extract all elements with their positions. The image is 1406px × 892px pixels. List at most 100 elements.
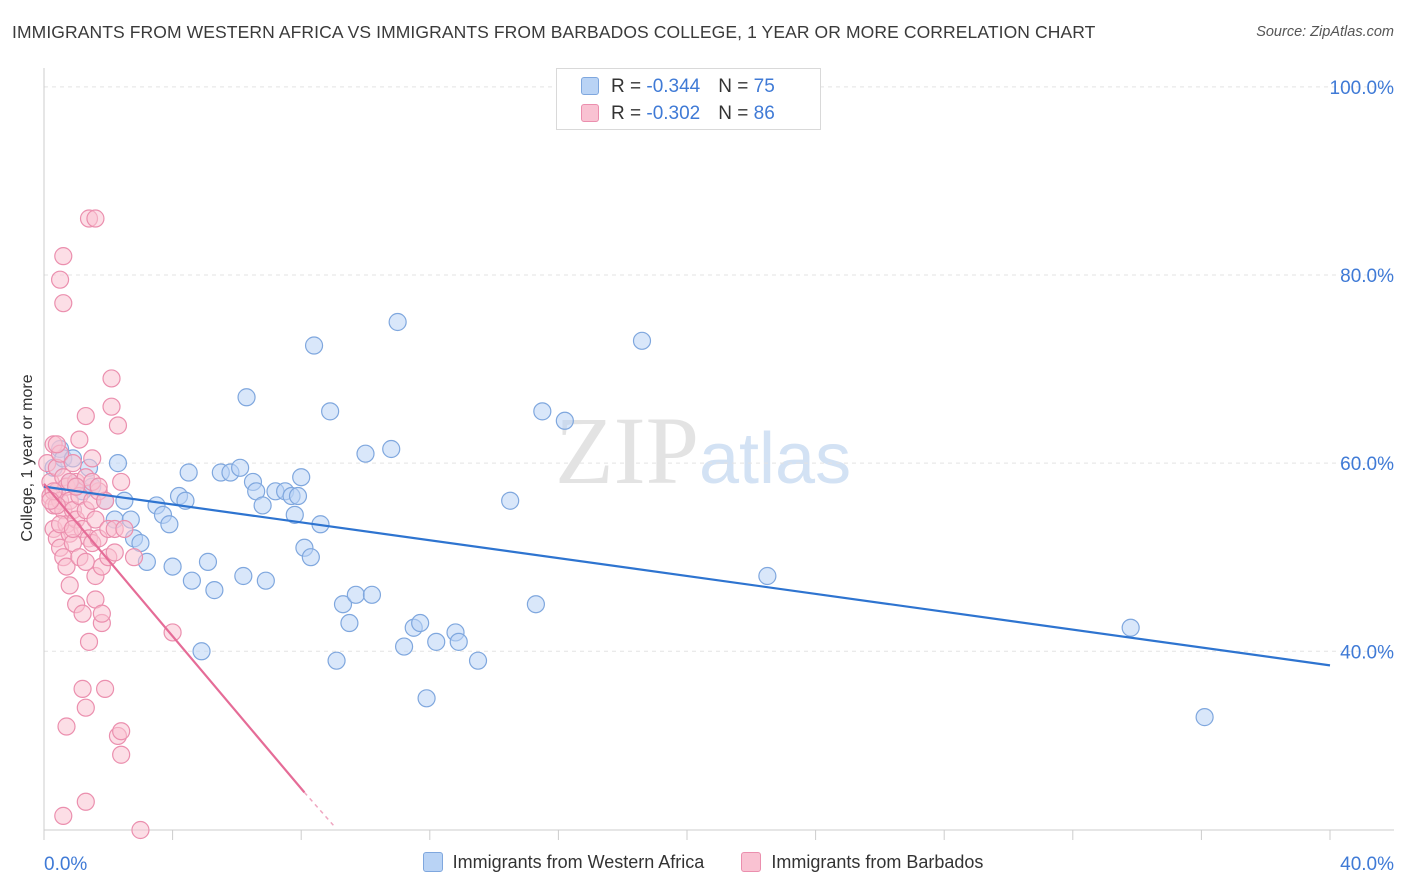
data-point-barbados xyxy=(108,416,128,435)
data-point-barbados xyxy=(54,294,73,313)
y-tick-label: 40.0% xyxy=(1340,642,1394,663)
data-point-barbados xyxy=(70,430,89,449)
legend-r-label: R = xyxy=(611,76,647,97)
data-point-barbados xyxy=(115,519,134,539)
legend-swatch-blue xyxy=(581,77,599,95)
data-point-western-africa xyxy=(163,557,182,576)
data-point-barbados xyxy=(112,472,131,492)
data-point-western-africa xyxy=(198,552,218,571)
data-point-barbados xyxy=(47,435,66,454)
data-point-western-africa xyxy=(285,505,304,524)
data-point-barbados xyxy=(73,679,92,698)
data-point-western-africa xyxy=(555,411,574,430)
data-point-western-africa xyxy=(253,496,272,515)
x-tick-label: 0.0% xyxy=(44,854,87,875)
correlation-legend: R = -0.344 N = 75 R = -0.302 N = 86 xyxy=(556,68,821,130)
data-point-western-africa xyxy=(1121,618,1140,637)
data-point-western-africa xyxy=(160,515,179,534)
data-point-western-africa xyxy=(304,336,324,355)
data-point-western-africa xyxy=(526,595,545,614)
series-swatch-blue xyxy=(422,852,443,872)
trend-line-western-africa xyxy=(43,485,1331,667)
data-point-western-africa xyxy=(501,491,520,510)
data-point-barbados xyxy=(102,397,121,416)
data-point-barbados xyxy=(112,722,131,741)
data-point-western-africa xyxy=(394,637,414,656)
legend-n-value: 75 xyxy=(753,76,775,97)
data-point-western-africa xyxy=(327,651,346,670)
data-point-barbados xyxy=(63,454,83,473)
watermark-atlas: atlas xyxy=(699,419,852,499)
data-point-barbados xyxy=(41,491,60,510)
data-point-western-africa xyxy=(115,491,134,510)
data-point-barbados xyxy=(54,247,73,266)
data-point-western-africa xyxy=(1195,708,1214,727)
y-tick-label: 80.0% xyxy=(1340,266,1394,287)
y-tick-label: 60.0% xyxy=(1340,454,1394,475)
data-point-western-africa xyxy=(346,585,365,604)
series-swatch-pink xyxy=(741,852,762,872)
data-point-barbados xyxy=(76,406,95,426)
trend-line-extension-barbados xyxy=(303,791,334,826)
legend-r-label: R = xyxy=(611,103,647,124)
watermark-zip: ZIP xyxy=(555,397,699,504)
data-point-barbados xyxy=(76,792,95,811)
data-point-western-africa xyxy=(301,548,320,567)
data-point-barbados xyxy=(60,576,79,595)
data-point-western-africa xyxy=(321,402,340,421)
data-point-western-africa xyxy=(179,463,198,482)
data-point-western-africa xyxy=(182,571,201,590)
data-point-western-africa xyxy=(449,632,468,651)
legend-r-value: -0.302 xyxy=(646,103,701,124)
data-point-barbados xyxy=(73,604,92,623)
data-point-western-africa xyxy=(356,444,375,463)
legend-row-barbados: R = -0.302 N = 86 xyxy=(581,103,775,125)
data-point-barbados xyxy=(57,557,76,576)
data-point-barbados xyxy=(86,510,105,529)
chart-title: IMMIGRANTS FROM WESTERN AFRICA VS IMMIGR… xyxy=(12,22,1096,42)
data-point-western-africa xyxy=(758,566,777,586)
data-point-western-africa xyxy=(468,651,488,670)
data-point-western-africa xyxy=(388,312,407,332)
data-point-western-africa xyxy=(231,458,250,477)
data-point-barbados xyxy=(131,820,150,840)
data-point-western-africa xyxy=(256,571,275,590)
data-point-western-africa xyxy=(288,486,308,506)
data-point-western-africa xyxy=(411,613,430,633)
data-point-western-africa xyxy=(427,632,446,651)
data-point-barbados xyxy=(163,623,182,642)
data-point-barbados xyxy=(76,698,95,717)
legend-row-western-africa: R = -0.344 N = 75 xyxy=(581,76,775,98)
data-point-western-africa xyxy=(632,331,652,350)
data-point-barbados xyxy=(54,806,73,825)
data-point-western-africa xyxy=(362,585,382,604)
data-point-barbados xyxy=(112,745,131,764)
data-point-barbados xyxy=(63,519,83,539)
data-point-barbados xyxy=(86,209,105,228)
data-point-barbados xyxy=(50,270,70,289)
data-point-western-africa xyxy=(333,595,353,614)
series-legend-barbados: Immigrants from Barbados xyxy=(741,852,983,873)
x-tick-label: 40.0% xyxy=(1340,854,1394,875)
data-point-western-africa xyxy=(292,468,311,487)
legend-swatch-pink xyxy=(581,104,599,122)
series-legend-western-africa: Immigrants from Western Africa xyxy=(422,852,705,873)
data-point-western-africa xyxy=(234,566,253,586)
data-point-barbados xyxy=(57,717,76,736)
data-point-barbados xyxy=(102,369,121,388)
legend-n-label: N = xyxy=(718,103,754,124)
data-point-western-africa xyxy=(205,581,224,600)
data-point-barbados xyxy=(83,449,102,468)
data-point-barbados xyxy=(95,679,115,698)
data-point-barbados xyxy=(124,548,144,567)
data-point-western-africa xyxy=(533,402,552,421)
data-point-western-africa xyxy=(192,642,211,661)
series-label: Immigrants from Western Africa xyxy=(452,852,705,872)
legend-r-value: -0.344 xyxy=(646,76,701,97)
data-point-western-africa xyxy=(417,689,436,708)
legend-n-value: 86 xyxy=(753,103,775,124)
source-credit: Source: ZipAtlas.com xyxy=(1256,24,1394,40)
trend-line-barbados xyxy=(43,483,306,794)
y-tick-label: 100.0% xyxy=(1330,78,1395,99)
